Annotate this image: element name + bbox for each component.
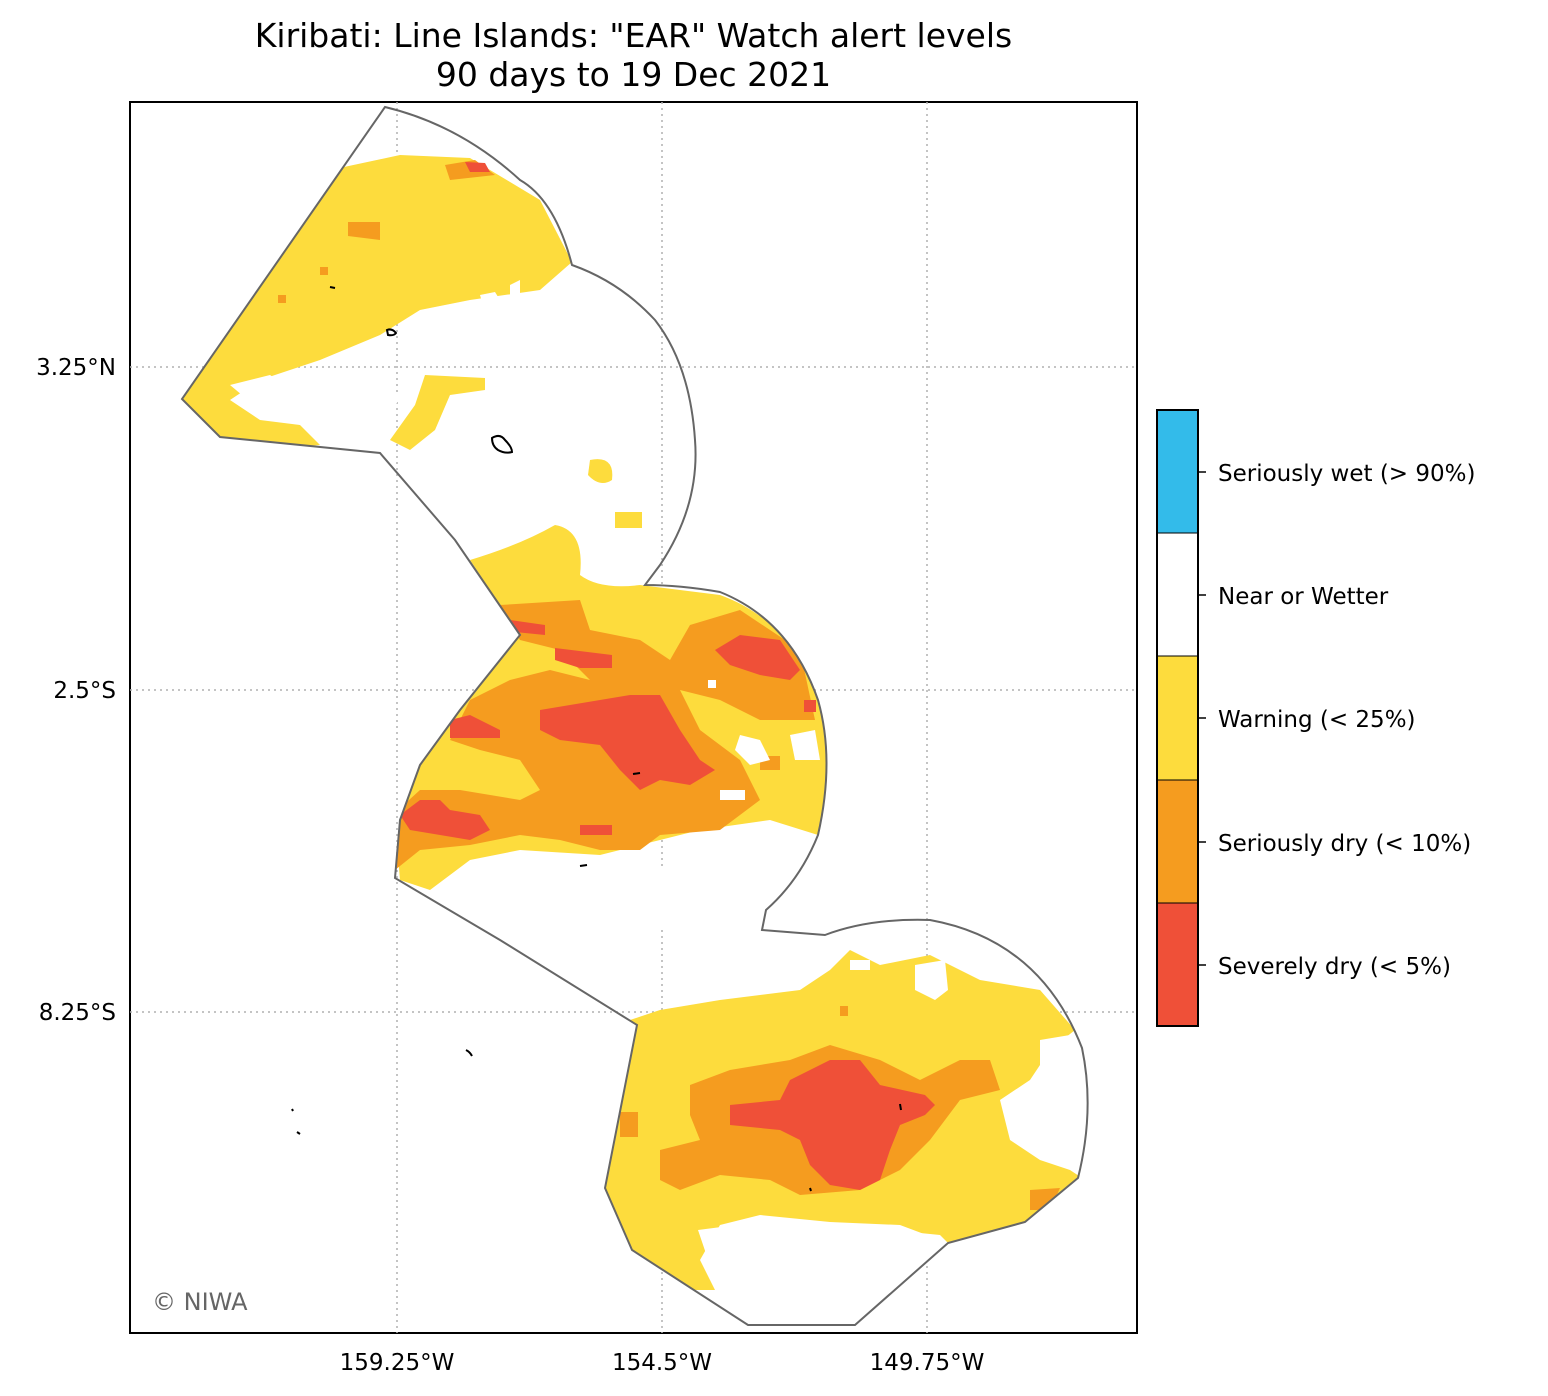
niwa-credit: © NIWA (152, 1288, 248, 1316)
legend-swatch-near-or-wetter (1157, 533, 1198, 656)
eez-boundary (180, 105, 1089, 1326)
legend-label-severely-dry: Severely dry (< 5%) (1218, 954, 1451, 980)
lon-label-154-5w: 154.5°W (612, 1350, 712, 1376)
legend-swatch-severely-dry (1157, 903, 1198, 1026)
near-or-wetter-patches (230, 280, 1085, 1325)
legend-colorbar: Seriously wet (> 90%) Near or Wetter War… (1156, 409, 1475, 1027)
legend-swatch-warning (1157, 656, 1198, 780)
island-kiritimati (490, 434, 514, 454)
lat-label-8-25s: 8.25°S (39, 1000, 116, 1026)
legend-label-seriously-wet: Seriously wet (> 90%) (1218, 461, 1475, 487)
latitude-labels: 3.25°N 2.5°S 8.25°S (36, 355, 116, 1026)
island-fanning (385, 328, 398, 337)
lat-label-2-5s: 2.5°S (53, 678, 116, 704)
legend-swatch-seriously-wet (1157, 410, 1198, 533)
legend-swatch-seriously-dry (1157, 780, 1198, 903)
legend-label-near-or-wetter: Near or Wetter (1218, 584, 1389, 610)
alert-shading (182, 155, 1085, 1325)
legend-label-seriously-dry: Seriously dry (< 10%) (1218, 831, 1471, 857)
island-flint (465, 1049, 473, 1057)
map-subtitle: 90 days to 19 Dec 2021 (435, 55, 832, 94)
island-caroline (899, 1103, 902, 1111)
map-title: Kiribati: Line Islands: "EAR" Watch aler… (254, 16, 1013, 55)
island-starbuck (579, 864, 588, 867)
longitude-labels: 159.25°W 154.5°W 149.75°W (340, 1350, 985, 1376)
legend-label-warning: Warning (< 25%) (1218, 707, 1416, 733)
island-vostok (809, 1187, 812, 1192)
islands (291, 286, 902, 1192)
lon-label-149-75w: 149.75°W (870, 1350, 985, 1376)
severely-dry-areas (400, 162, 935, 1190)
island-malden (632, 772, 641, 775)
lon-label-159-25w: 159.25°W (340, 1350, 455, 1376)
island-small-1 (291, 1108, 294, 1112)
island-washington (329, 286, 336, 289)
island-small-2 (296, 1131, 301, 1135)
lat-label-3-25n: 3.25°N (36, 355, 116, 381)
